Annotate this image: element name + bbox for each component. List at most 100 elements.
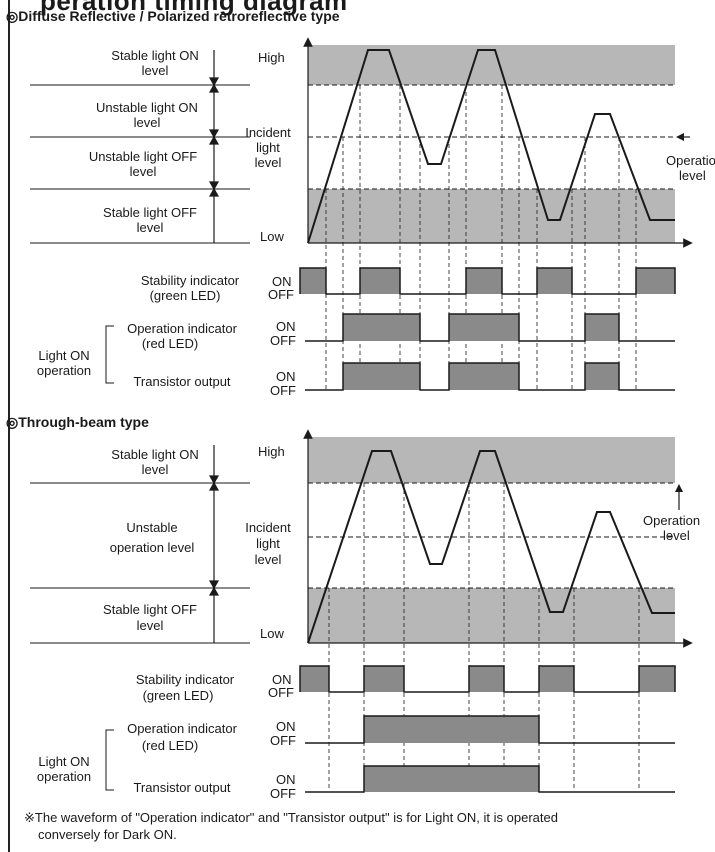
transistor-output-pulse <box>343 363 420 390</box>
transistor-output-label-2: Transistor output <box>133 780 230 795</box>
light-on-label: Light ON <box>38 348 89 363</box>
transistor-output-label: Transistor output <box>133 374 230 389</box>
operation-indicator-pulse <box>343 314 420 341</box>
svg-text:(green LED): (green LED) <box>143 688 214 703</box>
svg-text:ON: ON <box>276 772 296 787</box>
level-arrows <box>208 50 220 243</box>
stability-pulse <box>537 268 572 294</box>
operation-indicator-label-2: Operation indicator <box>127 721 238 736</box>
svg-text:operation level: operation level <box>110 540 195 555</box>
stability-pulses <box>299 267 676 295</box>
page-heading: peration timing diagram <box>40 0 348 16</box>
svg-text:level: level <box>137 220 164 235</box>
svg-text:ON: ON <box>276 319 296 334</box>
axis-low: Low <box>260 229 284 244</box>
footnote-line1: ※The waveform of "Operation indicator" a… <box>24 810 558 825</box>
label-unstable-off: Unstable light OFF <box>89 149 197 164</box>
stability-2-pulse <box>539 666 574 692</box>
svg-text:ON: ON <box>276 369 296 384</box>
stable-off-band-2 <box>308 588 675 643</box>
stability-2-pulse <box>300 666 329 692</box>
svg-text:OFF: OFF <box>270 333 296 348</box>
svg-text:ON: ON <box>272 672 292 687</box>
svg-text:level: level <box>255 155 282 170</box>
stability-2-pulse <box>364 666 404 692</box>
label-unstable-operation: Unstable <box>126 520 177 535</box>
incident-light-waveform-2 <box>307 450 675 644</box>
svg-text:operation: operation <box>37 769 91 784</box>
operation-indicator-pulse <box>585 314 619 341</box>
svg-text:OFF: OFF <box>270 383 296 398</box>
axis-low-2: Low <box>260 626 284 641</box>
label-stable-off-2: Stable light OFF <box>103 602 197 617</box>
svg-text:level: level <box>663 528 690 543</box>
stability-pulses-2 <box>299 665 676 693</box>
label-stable-off: Stable light OFF <box>103 205 197 220</box>
axis-incident: Incident <box>245 125 291 140</box>
svg-text:(red LED): (red LED) <box>142 336 198 351</box>
transistor-output-trace <box>305 362 675 391</box>
operation-indicator-trace <box>305 313 675 342</box>
svg-text:level: level <box>142 462 169 477</box>
axis-high: High <box>258 50 285 65</box>
stability-indicator-label-2: Stability indicator <box>136 672 235 687</box>
stability-2-pulse <box>469 666 504 692</box>
svg-text:level: level <box>130 164 157 179</box>
transistor-output-pulse <box>585 363 619 390</box>
svg-text:OFF: OFF <box>268 287 294 302</box>
operation-level-label-2: Operation <box>643 513 700 528</box>
light-on-label-2: Light ON <box>38 754 89 769</box>
diagram-frame <box>8 0 715 852</box>
stability-pulse <box>360 268 400 294</box>
transistor-pulses-2 <box>305 765 675 793</box>
stable-off-band <box>308 189 675 243</box>
svg-text:level: level <box>255 552 282 567</box>
svg-text:operation: operation <box>37 363 91 378</box>
light-on-bracket-2 <box>105 729 114 791</box>
level-dashes <box>308 84 675 190</box>
stability-2-trace <box>299 665 676 693</box>
operation-pulses-2 <box>305 715 675 744</box>
svg-text:(green LED): (green LED) <box>150 288 221 303</box>
light-on-bracket <box>105 325 114 384</box>
section-title-diffuse: ◎Diffuse Reflective / Polarized retroref… <box>6 8 340 24</box>
svg-text:OFF: OFF <box>270 786 296 801</box>
operation-level-label: Operation <box>666 153 715 168</box>
svg-text:ON: ON <box>272 274 292 289</box>
footnote: ※The waveform of "Operation indicator" a… <box>24 809 714 843</box>
stability-pulse <box>636 268 675 294</box>
stability-pulse <box>300 268 326 294</box>
operation-pulses <box>305 313 675 342</box>
svg-text:OFF: OFF <box>268 685 294 700</box>
section-title-through-beam: ◎Through-beam type <box>6 414 149 430</box>
stable-on-band <box>308 45 675 85</box>
stability-2-pulse <box>639 666 675 692</box>
label-unstable-on: Unstable light ON <box>96 100 198 115</box>
transistor-output-pulse <box>449 363 519 390</box>
svg-text:level: level <box>137 618 164 633</box>
operation-indicator-2-trace <box>305 715 675 744</box>
stability-indicator-label: Stability indicator <box>141 273 240 288</box>
footnote-line2: conversely for Dark ON. <box>38 827 177 842</box>
stability-trace <box>299 267 676 295</box>
axis-incident-2: Incident <box>245 520 291 535</box>
label-stable-on: Stable light ON <box>111 48 198 63</box>
svg-text:light: light <box>256 536 280 551</box>
incident-light-waveform <box>307 49 675 244</box>
level-dashes-2 <box>308 482 675 589</box>
svg-text:ON: ON <box>276 719 296 734</box>
svg-text:level: level <box>142 63 169 78</box>
svg-text:level: level <box>679 168 706 183</box>
stability-pulse <box>466 268 502 294</box>
operation-indicator-pulse <box>449 314 519 341</box>
svg-text:level: level <box>134 115 161 130</box>
svg-text:OFF: OFF <box>270 733 296 748</box>
level-arrows-2 <box>208 445 220 643</box>
transistor-output-2-trace <box>305 765 675 793</box>
transistor-output-2-pulse <box>364 766 539 792</box>
label-stable-on-2: Stable light ON <box>111 447 198 462</box>
axis-high-2: High <box>258 444 285 459</box>
svg-text:light: light <box>256 140 280 155</box>
transistor-pulses <box>305 362 675 391</box>
